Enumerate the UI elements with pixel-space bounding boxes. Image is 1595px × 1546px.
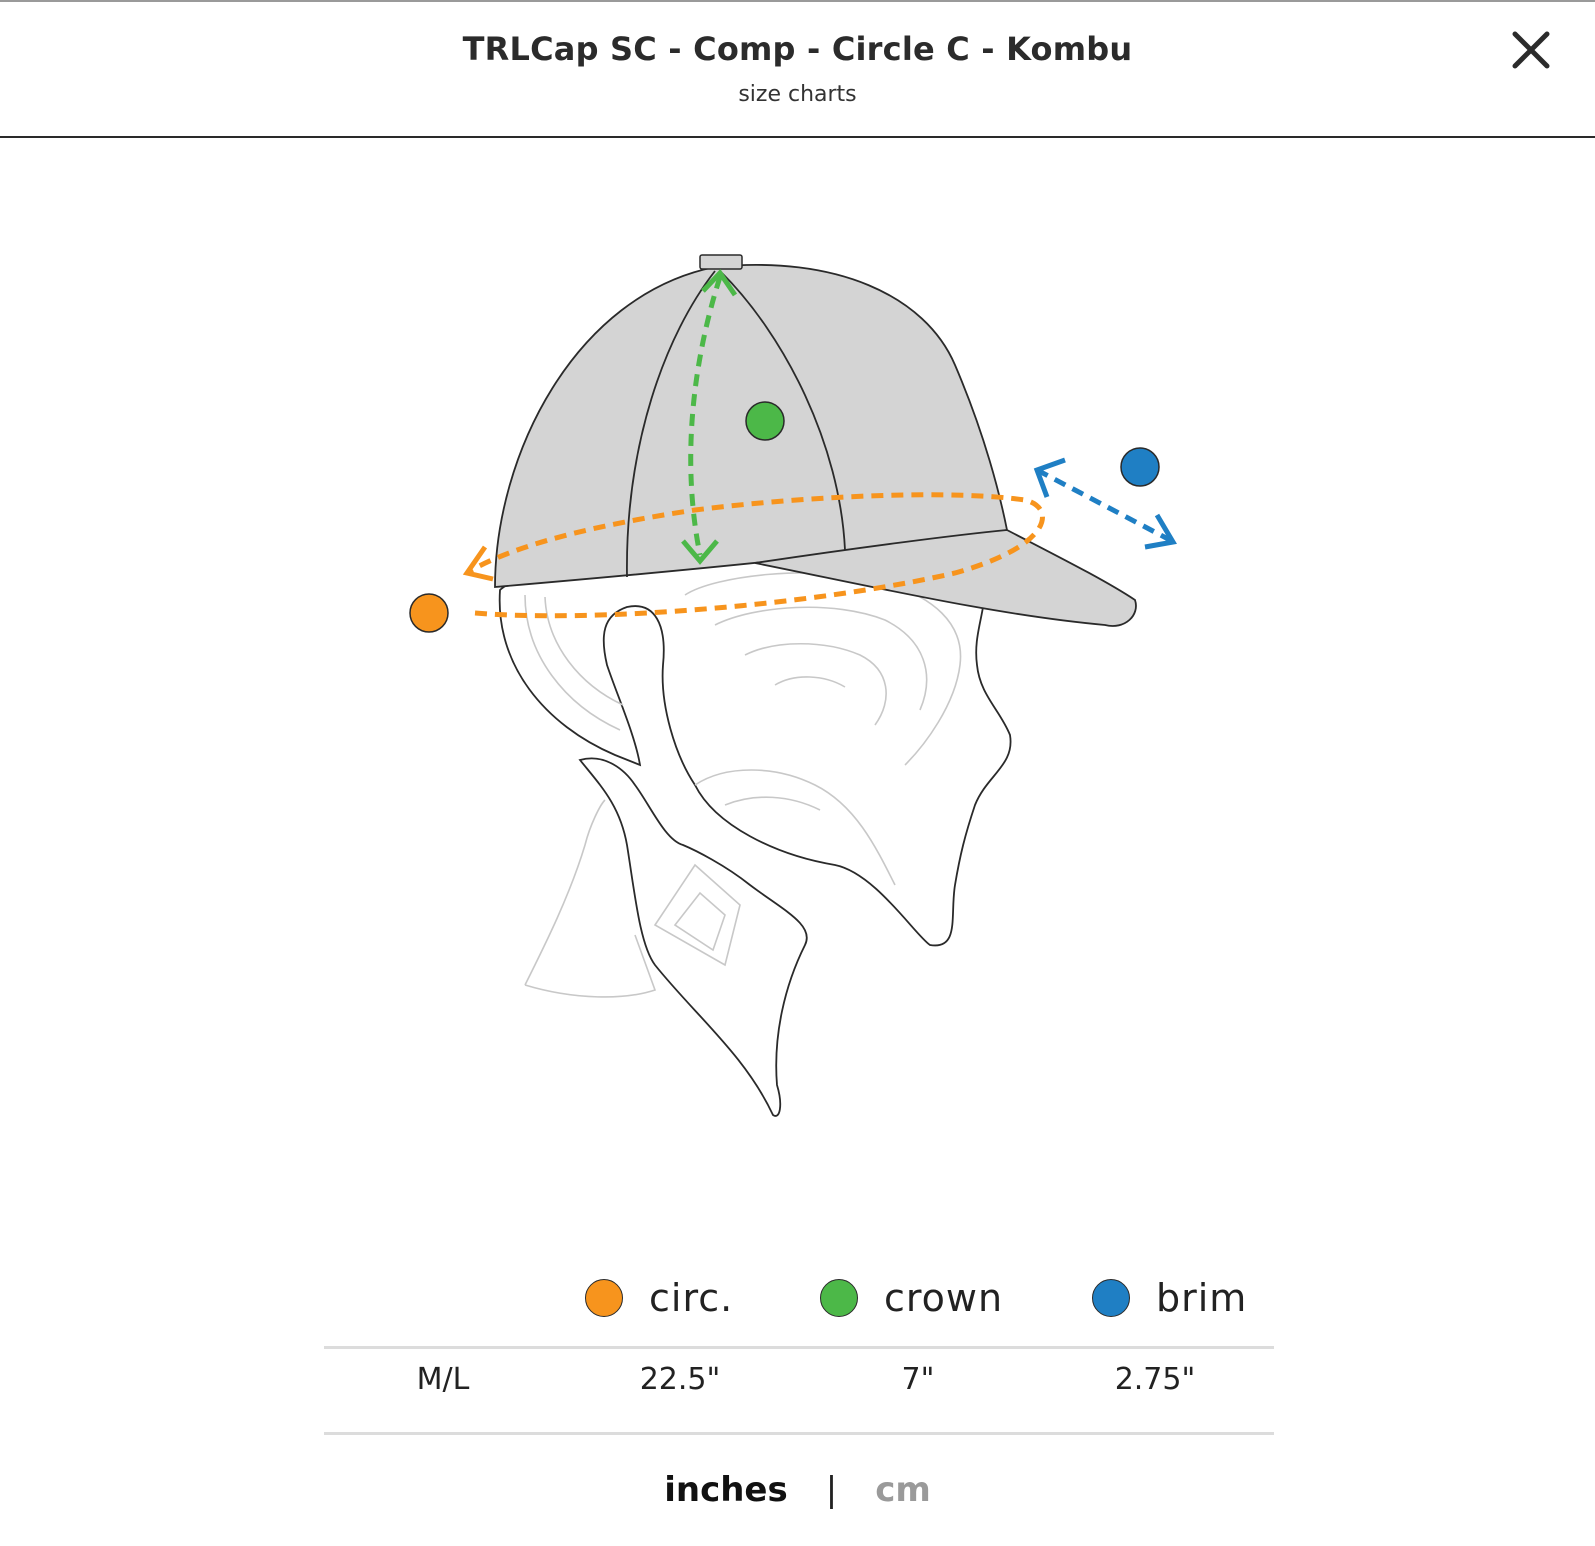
legend-item-brim: brim [1092,1268,1247,1328]
brim-dot-icon [1092,1279,1130,1317]
crown-measure-line [688,276,723,556]
window-top-edge [0,0,1595,2]
table-row: M/L 22.5" 7" 2.75" [324,1362,1274,1422]
crown-arrowhead-bottom-icon [681,539,719,565]
size-cell: M/L [416,1362,470,1397]
table-divider-top [324,1346,1274,1349]
modal-header: TRLCap SC - Comp - Circle C - Kombu size… [0,2,1595,138]
unit-cm-button[interactable]: cm [875,1470,931,1510]
close-icon [1512,31,1550,69]
measurement-legend: circ. crown brim [0,1268,1595,1328]
crown-arrowhead-top-icon [701,269,738,297]
crown-dot-icon [820,1279,858,1317]
size-diagram [395,245,1195,1145]
brim-marker [1120,447,1160,487]
circ-measure-line [468,492,1045,619]
modal-title: TRLCap SC - Comp - Circle C - Kombu [462,30,1133,68]
crown-marker [745,401,785,441]
circ-value-cell: 22.5" [639,1362,721,1397]
legend-label-crown: crown [884,1276,1004,1320]
unit-inches-button[interactable]: inches [664,1470,788,1510]
cap-panel-seam-left [626,270,716,578]
circ-dot-icon [585,1279,623,1317]
cap-panel-seam-right [719,270,846,551]
unit-toggle: inches | cm [0,1465,1595,1515]
brim-arrowhead-left-icon [1033,457,1066,498]
modal-subtitle: size charts [738,82,857,107]
legend-item-crown: crown [820,1268,1003,1328]
legend-item-circ: circ. [585,1268,733,1328]
cap-head-illustration [409,254,1177,1117]
circ-marker [409,593,449,633]
cap-button [699,254,743,270]
brim-arrowhead-right-icon [1144,513,1177,550]
close-button[interactable] [1505,24,1557,76]
brim-value-cell: 2.75" [1114,1362,1196,1397]
crown-value-cell: 7" [901,1362,935,1397]
legend-label-circ: circ. [649,1276,734,1320]
unit-separator: | [825,1470,838,1510]
cap-brim [754,529,1137,627]
circ-arrowhead-icon [462,545,494,582]
brim-measure-line [1035,467,1172,543]
legend-label-brim: brim [1156,1276,1248,1320]
table-divider-bottom [324,1432,1274,1435]
neck-silhouette [524,757,808,1117]
